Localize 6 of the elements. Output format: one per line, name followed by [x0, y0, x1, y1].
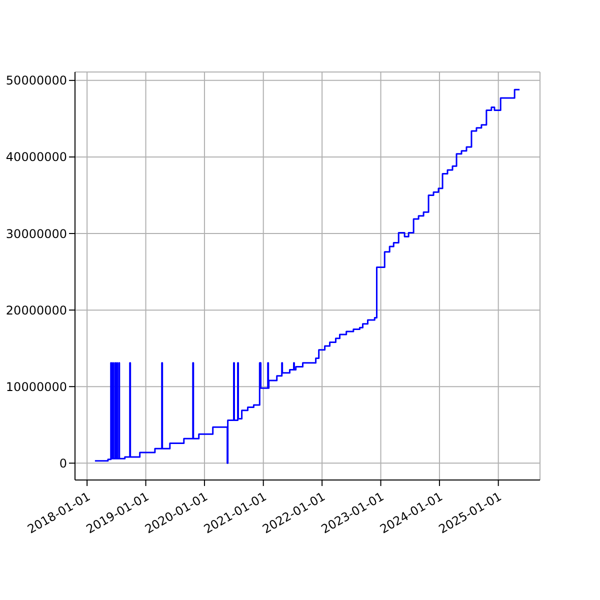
- y-tick-label: 30000000: [6, 226, 67, 241]
- y-tick-label: 10000000: [6, 380, 67, 394]
- y-tick-label: 20000000: [6, 303, 67, 318]
- y-tick-label: 0: [59, 456, 67, 470]
- y-tick-label: 40000000: [6, 150, 67, 164]
- y-tick-label: 50000000: [6, 74, 67, 88]
